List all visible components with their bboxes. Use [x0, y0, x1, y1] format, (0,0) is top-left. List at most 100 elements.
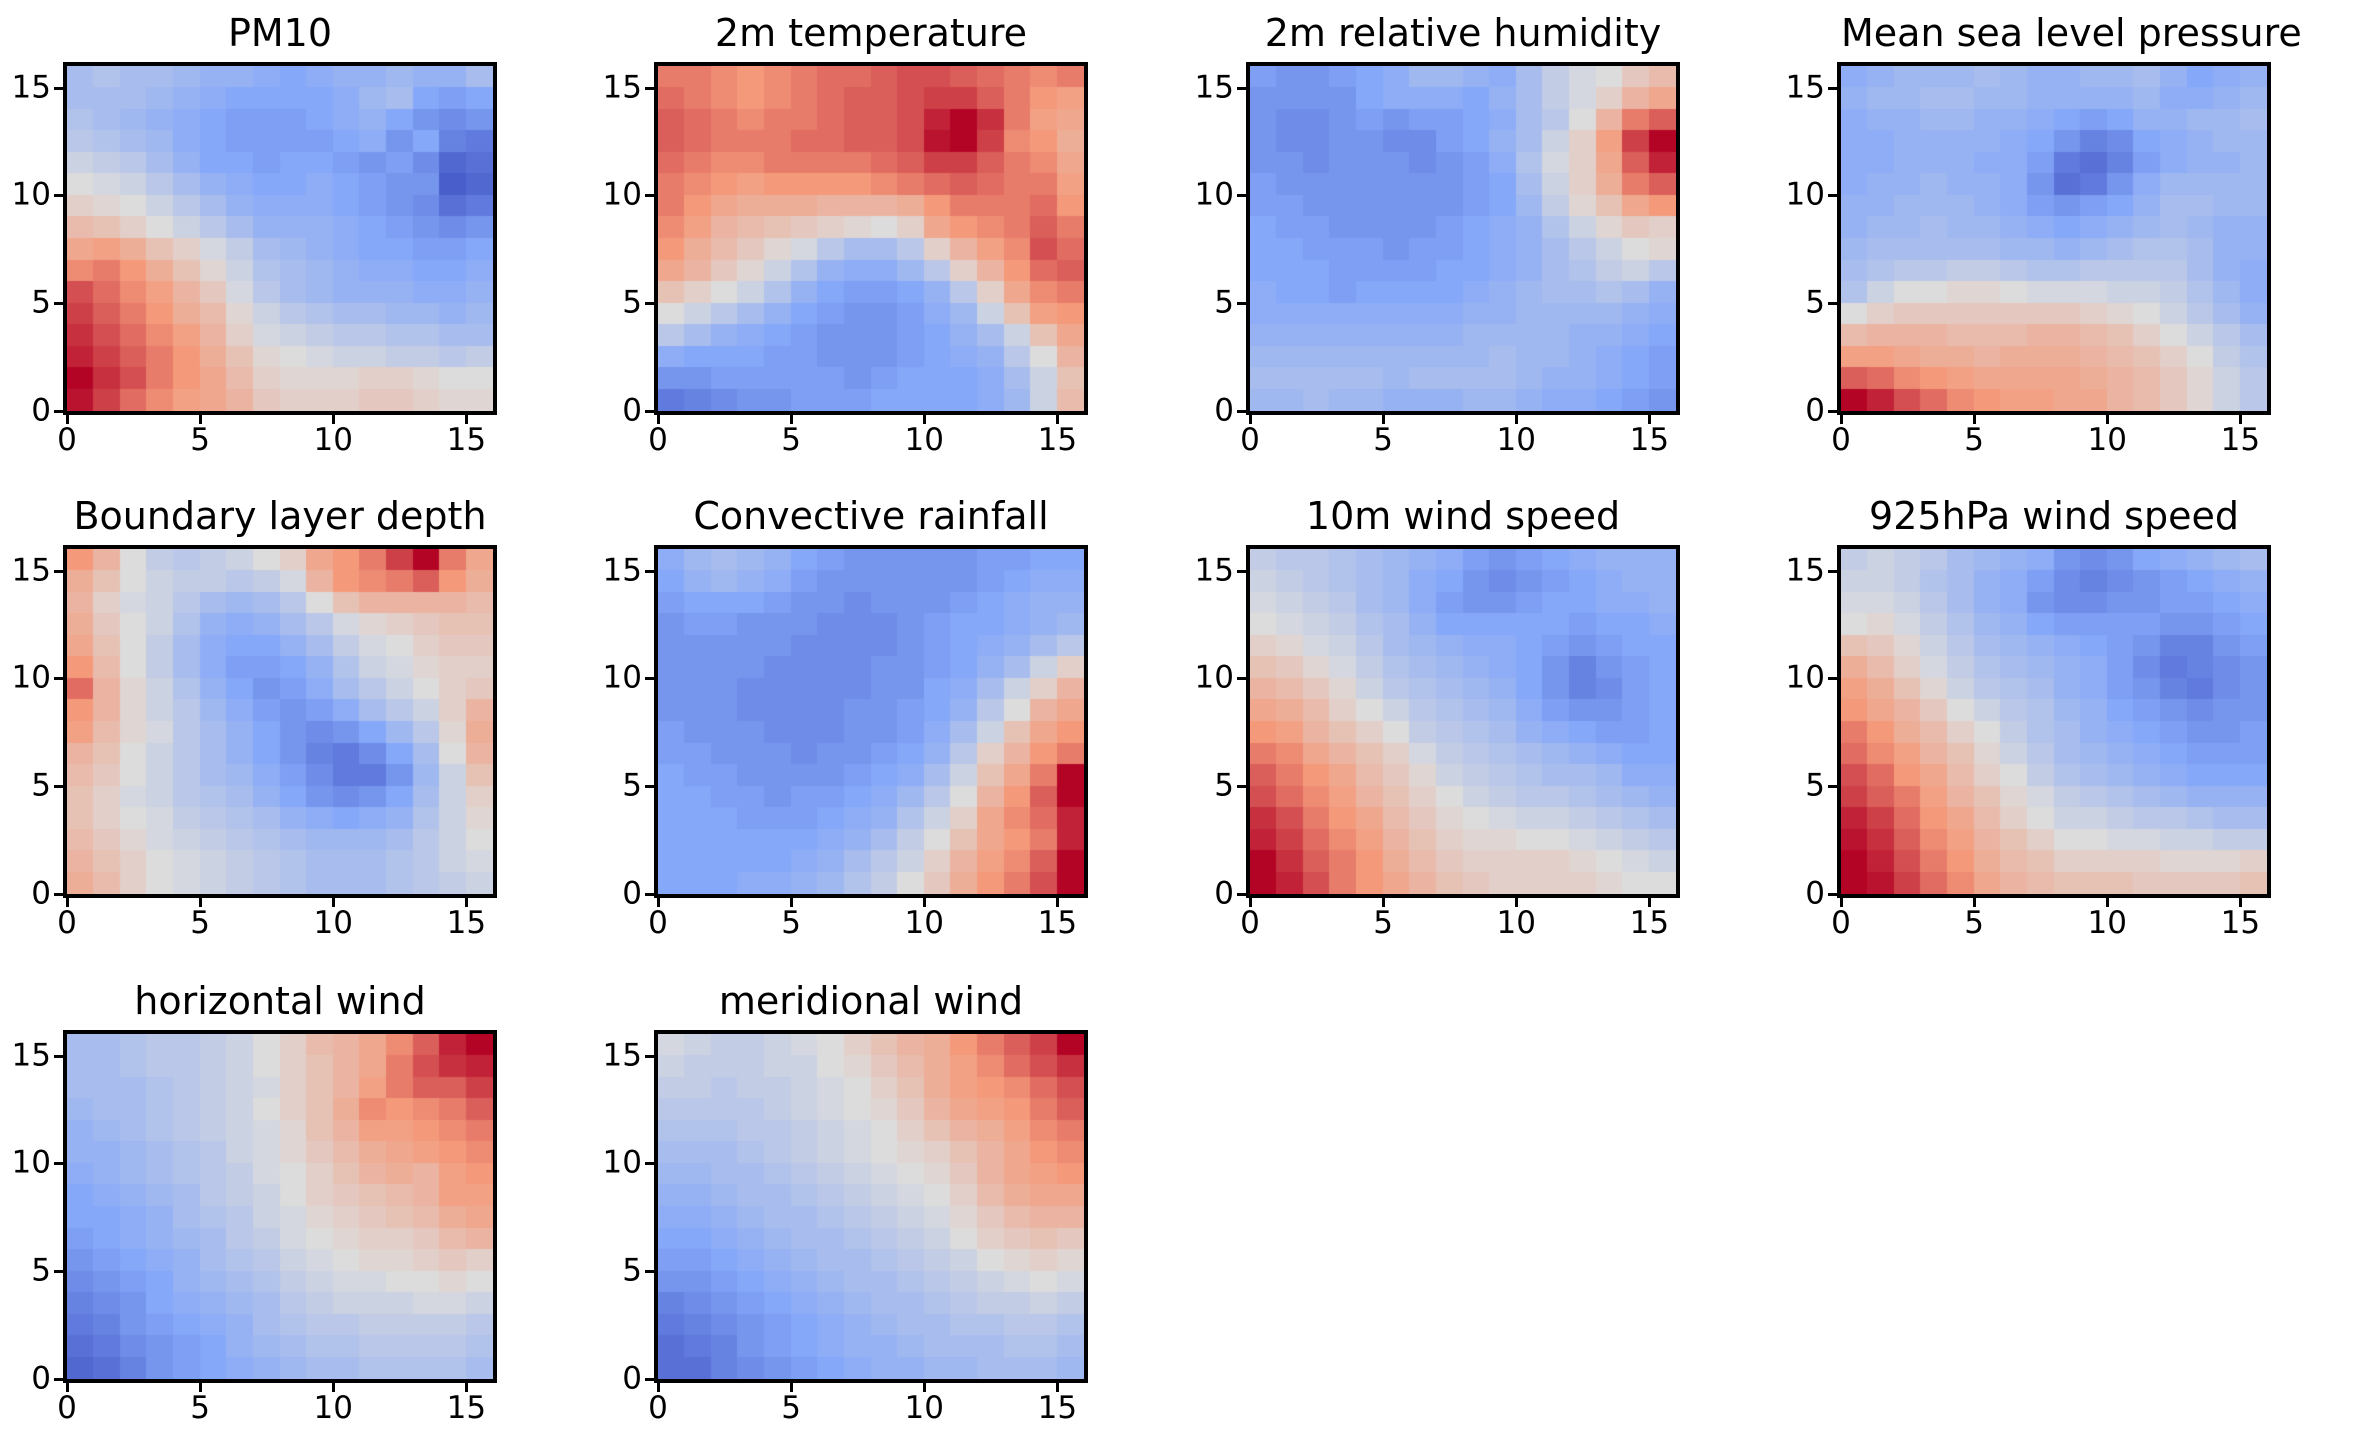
x-tick-mark [923, 1383, 927, 1392]
y-tick-mark [54, 893, 63, 896]
y-tick-mark [1828, 893, 1837, 896]
heatmap-canvas-horizontal-wind [67, 1034, 493, 1379]
y-tick-label: 15 [1194, 69, 1234, 106]
x-tick-label: 10 [313, 422, 353, 458]
x-tick-label: 15 [1629, 422, 1670, 458]
heatmap-panel-boundary-layer-depth: Boundary layer depth 0 5 10 15 0 5 10 15 [12, 497, 497, 939]
x-tick-label: 15 [1037, 1390, 1078, 1426]
x-tick-label: 10 [1496, 905, 1536, 941]
plot-area-boundary-layer-depth: 0 5 10 15 0 5 10 15 [12, 545, 497, 939]
x-tick-mark [657, 1383, 660, 1392]
panel-title-10m-wind-speed: 10m wind speed [1305, 494, 1621, 538]
heatmap-canvas-2m-temperature [658, 66, 1084, 411]
heatmap-canvas-925hpa-wind-speed [1841, 549, 2267, 894]
y-tick-label: 5 [622, 767, 642, 804]
y-tick-label: 0 [1214, 392, 1234, 429]
x-tick-label: 5 [190, 905, 210, 941]
y-tick-mark [1237, 194, 1246, 198]
y-tick-label: 10 [11, 1144, 51, 1181]
y-tick-mark [645, 569, 654, 573]
y-tick-label: 5 [622, 284, 642, 321]
y-tick-mark [54, 1270, 63, 1274]
y-tick-label: 15 [602, 69, 642, 106]
x-tick-label: 15 [1037, 905, 1078, 941]
x-tick-mark [1515, 415, 1519, 424]
x-tick-mark [1648, 898, 1652, 907]
x-tick-mark [790, 898, 794, 907]
x-tick-label: 10 [904, 905, 944, 941]
y-tick-label: 0 [1805, 875, 1825, 912]
y-tick-mark [645, 1054, 654, 1058]
panel-title-925hpa-wind-speed: 925hPa wind speed [1869, 494, 2239, 538]
plot-area-mean-sea-level-pressure: 0 5 10 15 0 5 10 15 [1786, 62, 2271, 456]
y-tick-mark [1828, 785, 1837, 789]
y-tick-label: 5 [1805, 284, 1825, 321]
x-tick-label: 15 [2220, 422, 2261, 458]
x-tick-mark [2239, 898, 2243, 907]
heatmap-canvas-2m-relative-humidity [1250, 66, 1676, 411]
plot-area-2m-relative-humidity: 0 5 10 15 0 5 10 15 [1195, 62, 1680, 456]
x-tick-label: 0 [1240, 905, 1260, 941]
panel-title-2m-relative-humidity: 2m relative humidity [1264, 11, 1662, 55]
x-tick-label: 0 [57, 1390, 77, 1426]
x-tick-mark [465, 1383, 469, 1392]
y-tick-mark [645, 194, 654, 198]
plot-area-10m-wind-speed: 0 5 10 15 0 5 10 15 [1195, 545, 1680, 939]
y-tick-mark [54, 569, 63, 573]
heatmap-canvas-10m-wind-speed [1250, 549, 1676, 894]
y-tick-label: 15 [1785, 69, 1825, 106]
x-tick-label: 15 [1037, 422, 1078, 458]
y-tick-mark [1828, 677, 1837, 681]
y-tick-label: 15 [602, 552, 642, 589]
y-tick-mark [645, 302, 654, 306]
x-tick-mark [1973, 898, 1977, 907]
y-tick-label: 10 [602, 176, 642, 213]
y-tick-mark [645, 410, 654, 413]
y-tick-label: 5 [31, 767, 51, 804]
x-tick-label: 5 [1964, 905, 1984, 941]
x-tick-label: 10 [313, 905, 353, 941]
y-tick-label: 5 [1214, 284, 1234, 321]
y-tick-label: 5 [622, 1252, 642, 1289]
panel-title-2m-temperature: 2m temperature [714, 11, 1028, 55]
y-tick-label: 0 [1805, 392, 1825, 429]
y-tick-mark [645, 86, 654, 90]
y-tick-mark [1828, 194, 1837, 198]
y-tick-mark [54, 1054, 63, 1058]
x-tick-mark [66, 1383, 69, 1392]
plot-area-convective-rainfall: 0 5 10 15 0 5 10 15 [603, 545, 1088, 939]
y-tick-mark [1828, 302, 1837, 306]
y-tick-mark [1828, 86, 1837, 90]
x-tick-mark [66, 415, 69, 424]
y-tick-label: 15 [1194, 552, 1234, 589]
y-tick-mark [1237, 785, 1246, 789]
x-tick-mark [66, 898, 69, 907]
x-tick-label: 0 [57, 905, 77, 941]
y-tick-label: 0 [31, 392, 51, 429]
y-tick-mark [645, 785, 654, 789]
x-tick-label: 5 [190, 422, 210, 458]
heatmap-panel-horizontal-wind: horizontal wind 0 5 10 15 0 5 10 15 [12, 982, 497, 1424]
y-tick-mark [1237, 893, 1246, 896]
x-tick-mark [923, 415, 927, 424]
y-tick-label: 15 [11, 552, 51, 589]
panel-title-meridional-wind: meridional wind [718, 979, 1024, 1023]
x-tick-mark [2106, 415, 2110, 424]
y-tick-mark [54, 194, 63, 198]
x-tick-label: 10 [904, 1390, 944, 1426]
heatmap-panel-pm10: PM10 0 5 10 15 0 5 10 15 [12, 14, 497, 456]
x-tick-mark [332, 898, 336, 907]
heatmap-canvas-boundary-layer-depth [67, 549, 493, 894]
plot-area-2m-temperature: 0 5 10 15 0 5 10 15 [603, 62, 1088, 456]
heatmap-canvas-meridional-wind [658, 1034, 1084, 1379]
heatmap-panel-10m-wind-speed: 10m wind speed 0 5 10 15 0 5 10 15 [1195, 497, 1680, 939]
y-tick-label: 10 [602, 1144, 642, 1181]
x-tick-mark [790, 415, 794, 424]
x-tick-label: 5 [1373, 422, 1393, 458]
x-tick-mark [1382, 898, 1386, 907]
x-tick-mark [1056, 415, 1060, 424]
y-tick-label: 10 [602, 659, 642, 696]
x-tick-label: 10 [2087, 905, 2127, 941]
plot-area-meridional-wind: 0 5 10 15 0 5 10 15 [603, 1030, 1088, 1424]
